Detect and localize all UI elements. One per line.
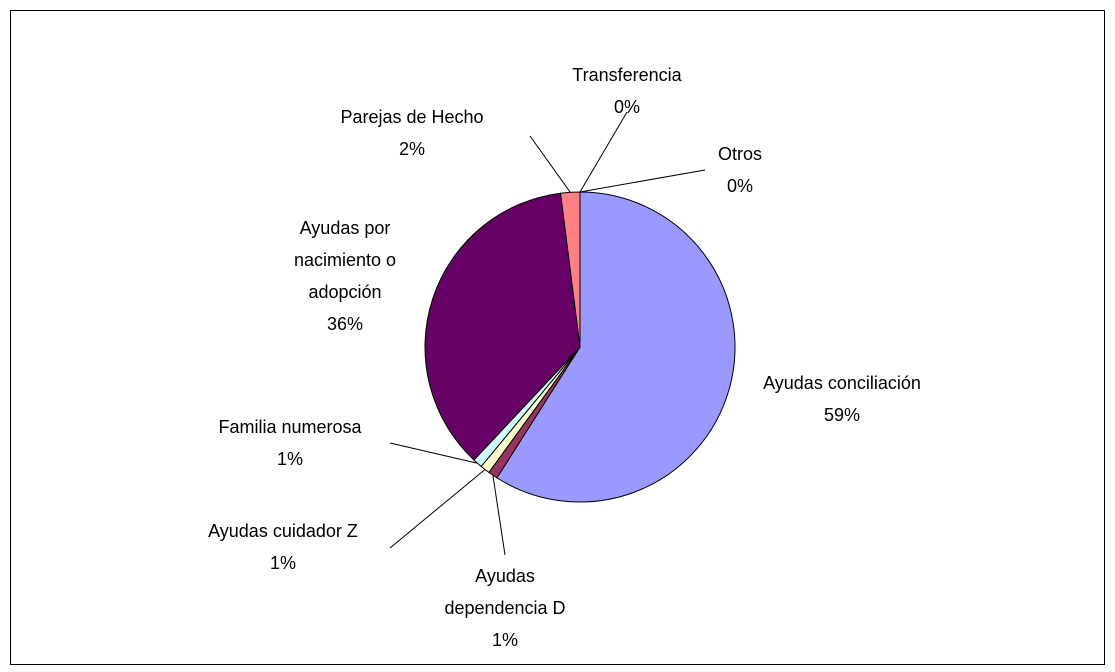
slice-label: Otros bbox=[718, 144, 762, 164]
slice-value-label: 1% bbox=[270, 553, 296, 573]
slice-value-label: 36% bbox=[327, 314, 363, 334]
pie-slice bbox=[424, 192, 581, 461]
slice-value-label: 0% bbox=[727, 176, 753, 196]
leader-line bbox=[389, 469, 486, 549]
slice-value-label: 59% bbox=[824, 405, 860, 425]
slice-label: Ayudas por nacimiento o adopción bbox=[294, 218, 396, 302]
slice-label: Ayudas dependencia D bbox=[444, 566, 565, 618]
slice-label: Familia numerosa bbox=[218, 417, 362, 437]
leader-line bbox=[579, 169, 706, 193]
slice-label: Transferencia bbox=[572, 65, 682, 85]
slice-value-label: 1% bbox=[492, 630, 518, 650]
leader-line bbox=[389, 442, 478, 464]
slice-label: Parejas de Hecho bbox=[340, 107, 483, 127]
pie-slice bbox=[496, 191, 736, 503]
leader-line bbox=[529, 135, 571, 193]
slice-value-label: 0% bbox=[614, 97, 640, 117]
leader-line bbox=[492, 475, 506, 556]
slice-value-label: 2% bbox=[399, 139, 425, 159]
slice-value-label: 1% bbox=[277, 449, 303, 469]
slice-label: Ayudas conciliación bbox=[763, 373, 921, 393]
slice-label: Ayudas cuidador Z bbox=[208, 521, 358, 541]
leader-line bbox=[579, 111, 628, 193]
